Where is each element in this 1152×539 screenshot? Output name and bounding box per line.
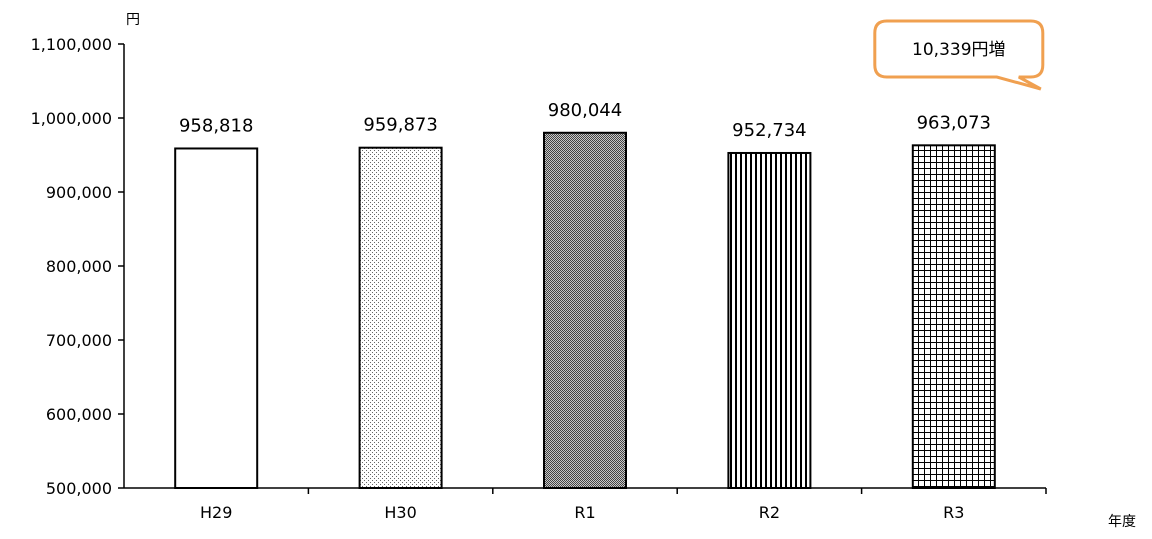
data-label-h30: 959,873 (363, 115, 437, 136)
y-tick-label: 800,000 (46, 257, 112, 276)
data-label-r2: 952,734 (732, 120, 806, 141)
y-tick-label: 1,100,000 (31, 35, 112, 54)
x-tick-label-h30: H30 (384, 503, 416, 522)
x-axis-ticks (307, 488, 1047, 494)
x-tick-label-r3: R3 (943, 503, 964, 522)
y-tick-label: 700,000 (46, 331, 112, 350)
y-axis-ticks: 500,000 600,000 700,000 800,000 900,000 1,000… (31, 35, 124, 498)
callout-bubble (873, 19, 1045, 91)
callout-text: 10,339円増 (912, 40, 1005, 60)
x-axis-unit-label: 年度 (1108, 514, 1136, 530)
bar-h30 (358, 146, 443, 490)
data-label-r1: 980,044 (548, 100, 622, 121)
bar-h29 (174, 147, 259, 490)
bar-r2 (727, 151, 812, 489)
data-label-h29: 958,818 (179, 115, 253, 136)
data-label-r3: 963,073 (917, 112, 991, 133)
bar-r3 (911, 144, 996, 489)
y-tick-label: 900,000 (46, 183, 112, 202)
x-tick-label-r2: R2 (759, 503, 780, 522)
increase-callout: 10,339円増 (873, 19, 1045, 91)
y-tick-label: 1,000,000 (31, 109, 112, 128)
x-tick-label-r1: R1 (574, 503, 595, 522)
y-axis-unit-label: 円 (126, 12, 140, 28)
x-tick-label-h29: H29 (200, 503, 232, 522)
data-labels: 958,818 H29 959,873 H30 980,044 R1 952,734 R2 96… (179, 100, 991, 522)
bar-r1 (543, 131, 627, 490)
y-tick-label: 500,000 (46, 479, 112, 498)
bars (174, 131, 996, 490)
y-tick-label: 600,000 (46, 405, 112, 424)
